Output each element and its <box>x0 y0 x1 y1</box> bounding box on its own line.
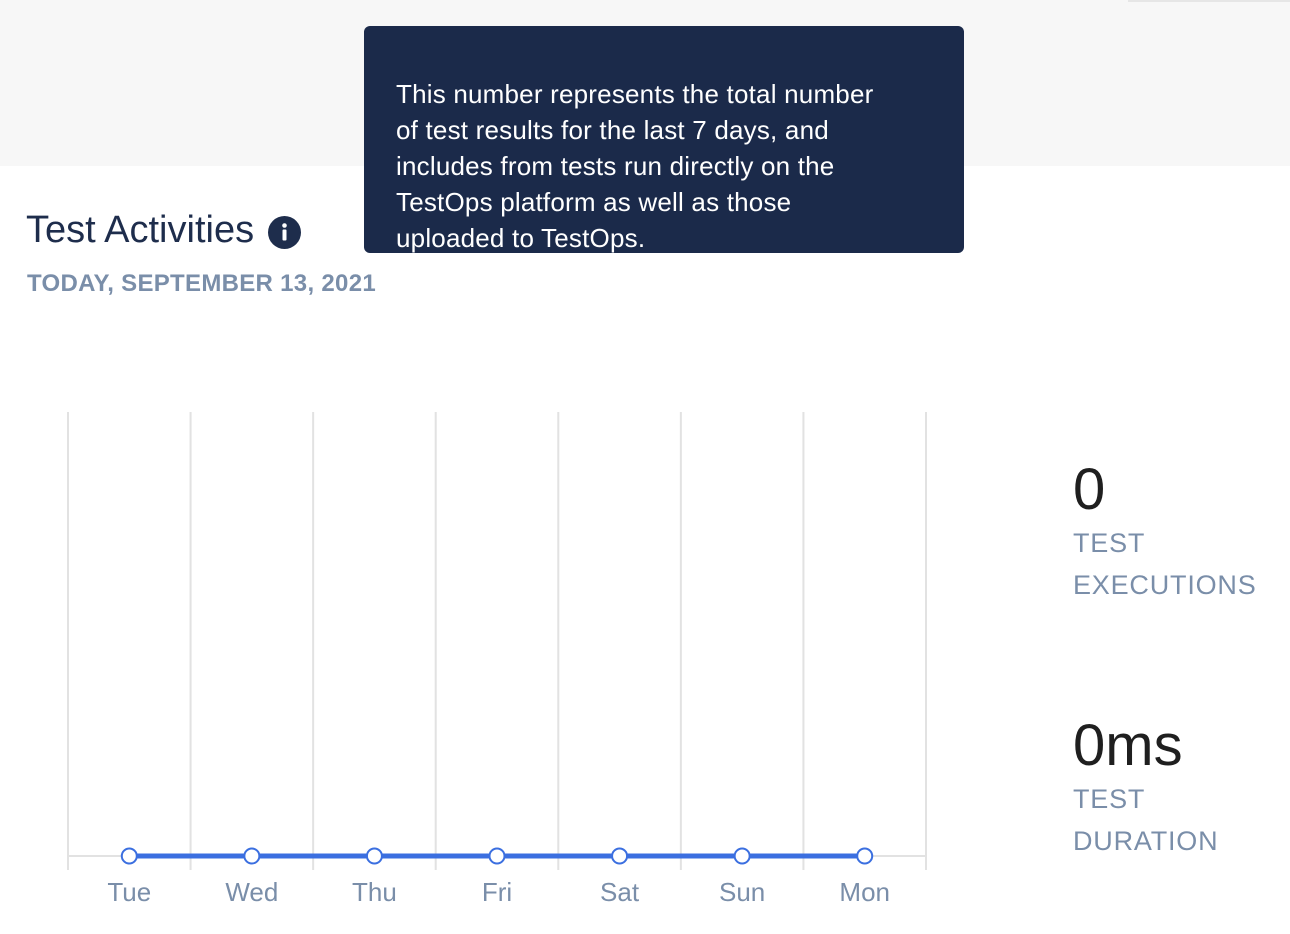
tooltip-line: of test results for the last 7 days, and <box>396 115 829 145</box>
info-icon[interactable] <box>268 215 302 249</box>
test-duration-label: TEST DURATION <box>1073 784 1219 856</box>
data-point <box>120 847 138 865</box>
x-tick-label: Fri <box>482 877 512 907</box>
section-header: Test Activities <box>26 206 302 254</box>
stat-test-executions: 0 TEST EXECUTIONS <box>1073 458 1273 606</box>
data-point <box>611 847 629 865</box>
x-tick-label: Wed <box>225 877 278 907</box>
tooltip-line: includes from tests run directly on the <box>396 151 835 181</box>
chart-x-axis: Tue Wed Thu Fri Sat Sun Mon <box>107 877 890 907</box>
test-activity-chart: Tue Wed Thu Fri Sat Sun Mon <box>67 412 927 907</box>
tooltip-line: uploaded to TestOps. <box>396 223 646 253</box>
test-executions-label: TEST EXECUTIONS <box>1073 528 1257 600</box>
top-band-edge <box>1128 0 1290 2</box>
chart-series <box>120 847 874 865</box>
data-point <box>856 847 874 865</box>
test-executions-value: 0 <box>1073 457 1106 522</box>
x-tick-label: Thu <box>352 877 397 907</box>
x-tick-label: Sat <box>600 877 640 907</box>
tooltip-line: This number represents the total number <box>396 79 874 109</box>
tooltip-line: TestOps platform as well as those <box>396 187 792 217</box>
x-tick-label: Sun <box>719 877 765 907</box>
data-point <box>733 847 751 865</box>
info-tooltip: This number represents the total number … <box>364 26 964 253</box>
data-point <box>243 847 261 865</box>
chart-grid <box>67 412 927 870</box>
x-tick-label: Tue <box>107 877 151 907</box>
data-point <box>488 847 506 865</box>
page-title: Test Activities <box>26 209 255 251</box>
x-tick-label: Mon <box>839 877 890 907</box>
test-duration-value: 0ms <box>1073 713 1183 778</box>
date-subtitle: TODAY, SEPTEMBER 13, 2021 <box>27 270 376 297</box>
data-point <box>365 847 383 865</box>
stat-test-duration: 0ms TEST DURATION <box>1073 714 1273 862</box>
